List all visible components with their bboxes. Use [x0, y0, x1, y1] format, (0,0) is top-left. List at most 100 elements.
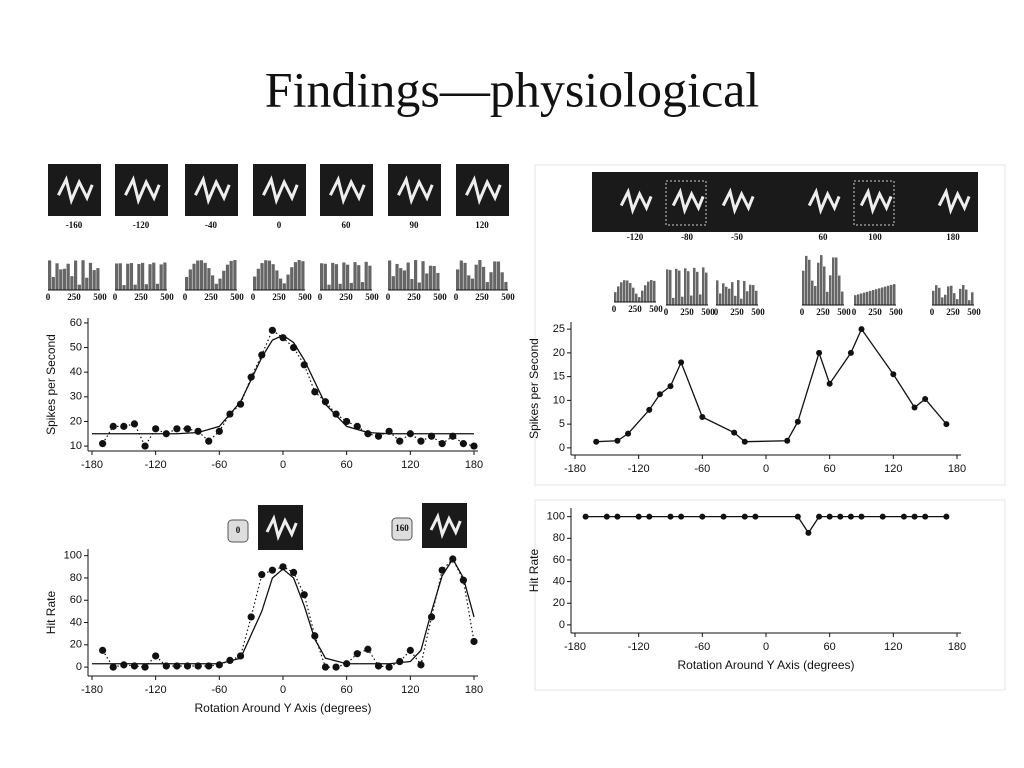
y-tick-label: 100	[547, 511, 565, 523]
right-top-panel	[534, 164, 1006, 486]
histogram-tick: 0	[183, 292, 188, 302]
histogram-decor	[681, 296, 684, 305]
histogram-decor	[635, 293, 638, 302]
histogram-decor	[293, 262, 298, 290]
histogram-decor	[629, 283, 632, 302]
data-point	[922, 513, 929, 520]
x-tick-label: 180	[465, 459, 483, 471]
data-point	[99, 440, 107, 448]
histogram-decor	[188, 269, 192, 290]
histogram-decor	[474, 264, 478, 290]
histogram-tick: 250	[339, 292, 353, 302]
annotation-badge	[227, 519, 249, 543]
histogram-decor	[349, 282, 353, 290]
stimulus-glyph	[265, 514, 298, 542]
data-point	[699, 513, 706, 520]
histogram-decor	[811, 280, 814, 305]
data-point	[826, 380, 833, 387]
stimulus-label: 0	[277, 220, 282, 230]
histogram-decor	[944, 294, 947, 305]
histogram-decor	[959, 288, 962, 305]
data-point	[152, 652, 160, 660]
data-point	[332, 410, 340, 418]
histogram-decor	[260, 263, 264, 290]
data-point	[406, 646, 414, 654]
histogram-decor	[647, 281, 650, 302]
histogram-decor	[456, 269, 460, 290]
histogram-decor	[459, 260, 463, 290]
histogram-decor	[752, 285, 755, 305]
histogram-tick: 0	[852, 307, 857, 317]
histogram-tick: 0	[386, 292, 391, 302]
histogram-decor	[152, 262, 156, 290]
stimulus-label: 60	[342, 220, 352, 230]
y-tick-label: 80	[70, 572, 82, 584]
data-point	[321, 663, 330, 671]
y-tick-label: 100	[64, 550, 82, 562]
histogram-decor	[256, 268, 260, 290]
data-point	[752, 513, 759, 520]
histogram-decor	[938, 287, 941, 305]
histogram-tick: 250	[204, 292, 218, 302]
data-point	[614, 513, 621, 520]
histogram-decor	[504, 281, 508, 290]
y-tick-label: 50	[70, 341, 82, 353]
histogram-decor	[331, 262, 335, 290]
data-point	[141, 442, 149, 450]
histogram-decor	[214, 283, 218, 290]
histogram-decor	[644, 285, 647, 302]
histogram-decor	[478, 260, 482, 290]
x-tick-label: 0	[280, 459, 286, 471]
histogram-decor	[129, 263, 134, 290]
histogram-decor	[638, 297, 641, 302]
series-line	[92, 334, 474, 435]
y-axis-label: Spikes per Second	[44, 334, 58, 435]
histogram-decor	[496, 261, 501, 290]
x-tick-label: -120	[628, 641, 650, 653]
histogram-decor	[626, 280, 629, 302]
x-tick-label: -180	[564, 463, 586, 475]
data-point	[311, 388, 319, 396]
stimulus-label: 60	[819, 232, 829, 242]
stimulus-label: 120	[475, 220, 489, 230]
histogram-decor	[159, 264, 163, 290]
histogram-decor	[743, 280, 746, 305]
stimulus-glyph	[671, 187, 705, 215]
histogram-decor	[699, 294, 702, 305]
histogram-decor	[88, 262, 93, 290]
histogram-decor	[327, 284, 331, 290]
x-tick-label: 60	[824, 463, 836, 475]
y-tick-label: 60	[553, 554, 565, 566]
histogram-decor	[817, 262, 820, 305]
y-tick-label: 10	[70, 440, 82, 452]
histogram-decor	[59, 269, 63, 290]
histogram-decor	[118, 263, 122, 290]
data-point	[900, 513, 907, 520]
histogram-decor	[881, 287, 884, 305]
histogram-decor	[838, 275, 841, 305]
histogram-decor	[360, 282, 365, 290]
histogram-decor	[749, 284, 752, 305]
data-point	[290, 568, 298, 576]
stimulus-label: -80	[681, 232, 693, 242]
histogram-decor	[334, 264, 339, 290]
histogram-tick: 500	[889, 307, 903, 317]
histogram-decor	[746, 291, 749, 305]
y-tick-label: 5	[559, 418, 565, 430]
data-point	[470, 442, 478, 450]
y-tick-label: 0	[559, 442, 565, 454]
histogram-decor	[185, 276, 189, 290]
histogram-tick: 0	[800, 307, 805, 317]
histogram-decor	[432, 266, 436, 290]
histogram-tick: 500	[160, 292, 174, 302]
histogram-tick: 250	[730, 307, 744, 317]
histogram-decor	[687, 271, 690, 305]
stimulus-glyph	[397, 175, 434, 206]
data-point	[396, 657, 404, 666]
histogram-decor	[218, 278, 222, 290]
histogram-decor	[267, 260, 272, 290]
histogram-decor	[734, 295, 737, 305]
x-tick-label: 120	[401, 459, 419, 471]
stimulus-glyph	[329, 175, 366, 206]
data-point	[247, 613, 255, 621]
